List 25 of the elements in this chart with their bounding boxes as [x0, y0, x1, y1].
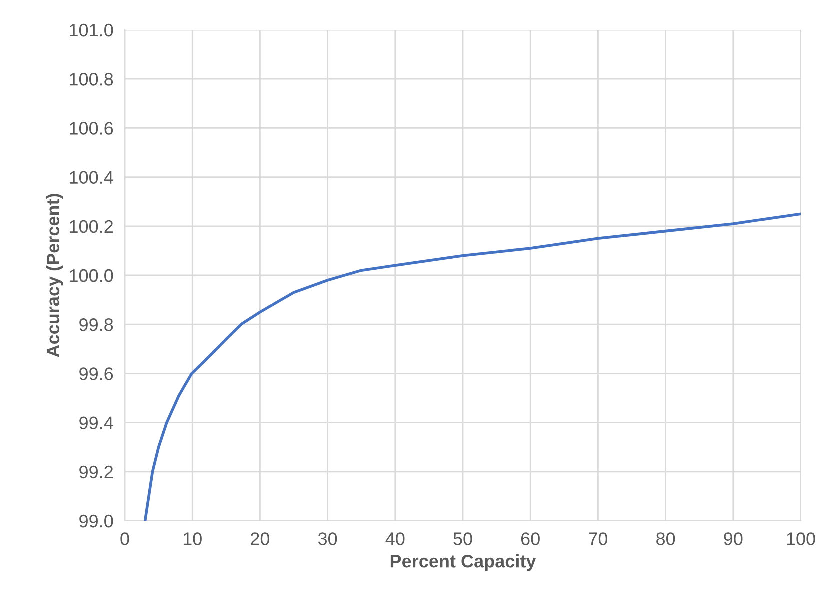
y-tick-label: 99.2: [80, 466, 113, 479]
y-tick-label: 99.0: [80, 514, 114, 528]
x-tick-label: 100: [787, 532, 816, 546]
x-tick-label: 80: [656, 532, 676, 546]
y-tick-label: 101.0: [70, 24, 114, 37]
x-tick-label: 40: [386, 532, 405, 546]
y-tick-label: 99.8: [80, 318, 114, 332]
y-tick-label: 99.4: [80, 416, 114, 430]
x-tick-label: 30: [318, 532, 338, 546]
x-tick-label: 70: [589, 532, 608, 546]
line-series: [144, 212, 801, 521]
x-tick-label: 50: [454, 532, 472, 546]
x-tick-label: 0: [120, 532, 130, 546]
x-axis-title: Percent Capacity: [390, 554, 536, 572]
x-tick-label: 90: [724, 532, 743, 546]
x-tick-label: 10: [184, 532, 202, 546]
y-tick-label: 99.6: [80, 368, 114, 380]
x-tick-label: 20: [251, 532, 270, 546]
y-tick-label: 100.4: [70, 171, 114, 184]
y-axis-title: Accuracy (Percent): [46, 194, 64, 358]
y-tick-label: 100.0: [70, 269, 114, 282]
y-tick-label: 100.8: [70, 73, 114, 86]
y-tick-label: 100.2: [70, 220, 113, 234]
x-tick-label: 60: [521, 532, 540, 546]
y-tick-label: 100.6: [70, 122, 114, 135]
